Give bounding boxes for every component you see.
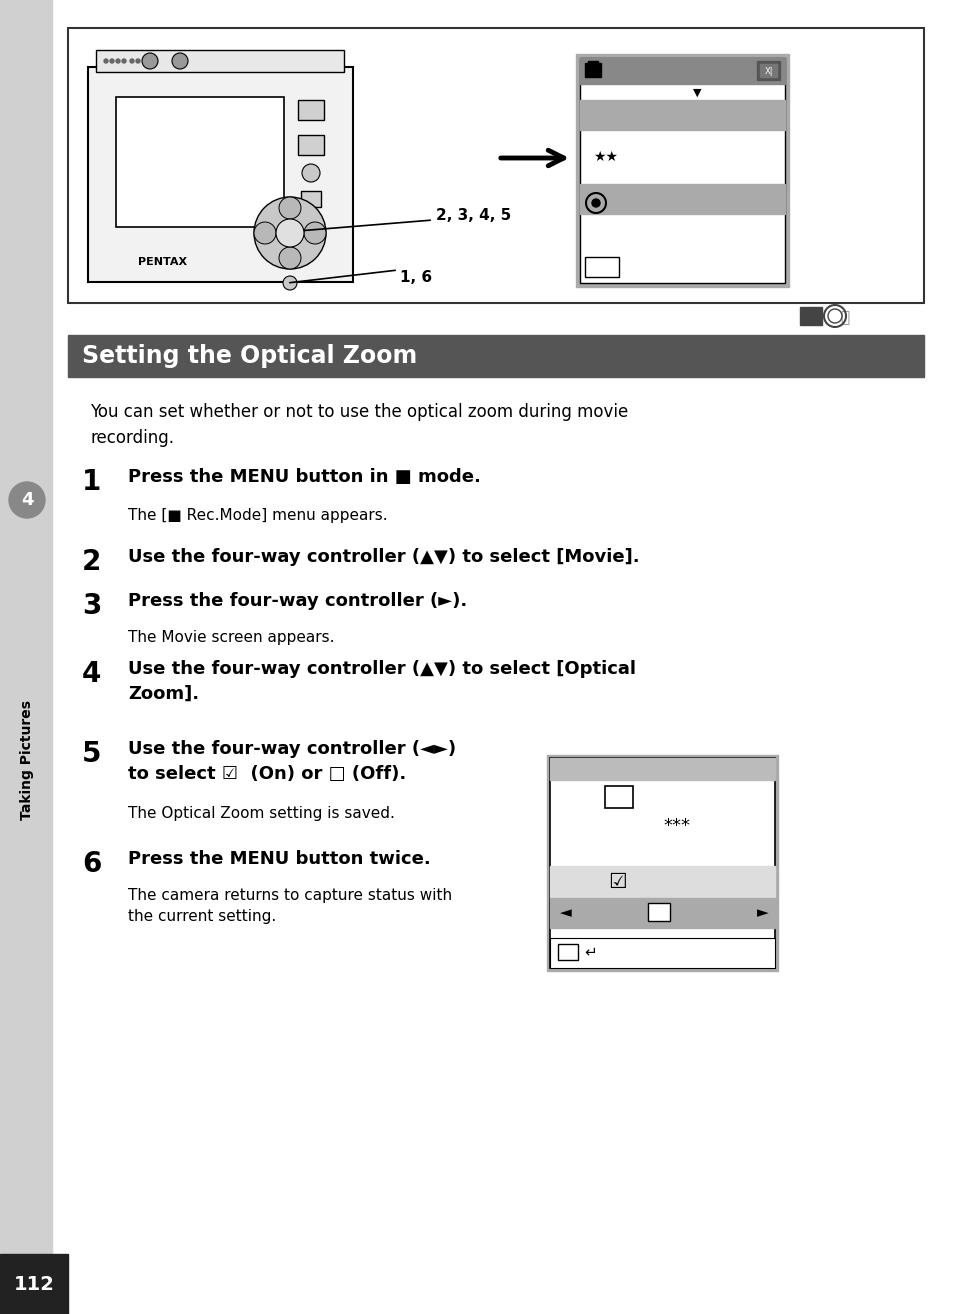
Text: Taking Pictures: Taking Pictures [20, 700, 34, 820]
Text: Use the four-way controller (◄►)
to select ☑  (On) or □ (Off).: Use the four-way controller (◄►) to sele… [128, 740, 456, 783]
Circle shape [136, 59, 140, 63]
Bar [96, 50, 344, 72]
Bar [550, 758, 774, 968]
Bar [604, 786, 633, 808]
Circle shape [278, 197, 301, 219]
Text: 4: 4 [82, 660, 101, 689]
Text: 1: 1 [82, 468, 101, 495]
Text: ►: ► [757, 905, 768, 921]
Text: The [■ Rec.Mode] menu appears.: The [■ Rec.Mode] menu appears. [128, 509, 387, 523]
Circle shape [130, 59, 133, 63]
Circle shape [253, 197, 326, 269]
Text: X|: X| [764, 67, 773, 75]
Text: ☑: ☑ [607, 872, 626, 892]
Text: 112: 112 [13, 1275, 54, 1293]
Text: Use the four-way controller (▲▼) to select [Optical
Zoom].: Use the four-way controller (▲▼) to sele… [128, 660, 636, 703]
Text: Press the MENU button in ■ mode.: Press the MENU button in ■ mode. [128, 468, 480, 486]
Text: The Optical Zoom setting is saved.: The Optical Zoom setting is saved. [128, 805, 395, 821]
Circle shape [172, 53, 188, 70]
Bar [760, 64, 776, 78]
Bar [116, 97, 284, 227]
Bar [576, 54, 788, 286]
Bar [584, 63, 600, 78]
Bar [301, 191, 320, 208]
Bar [579, 58, 784, 283]
Text: Press the four-way controller (►).: Press the four-way controller (►). [128, 593, 467, 610]
Bar [0, 0, 52, 1314]
Text: PENTAX: PENTAX [138, 258, 187, 267]
Bar [550, 897, 774, 928]
Bar [584, 258, 618, 277]
Circle shape [122, 59, 126, 63]
Text: ▼: ▼ [692, 88, 700, 99]
Text: 2: 2 [82, 548, 101, 576]
Circle shape [592, 198, 599, 208]
Text: The camera returns to capture status with
the current setting.: The camera returns to capture status wit… [128, 888, 452, 924]
Text: ⬜: ⬜ [840, 310, 848, 326]
Bar [579, 58, 784, 84]
Text: 3: 3 [82, 593, 101, 620]
Circle shape [302, 164, 319, 183]
Text: ◄: ◄ [559, 905, 571, 921]
Circle shape [142, 53, 158, 70]
Text: The Movie screen appears.: The Movie screen appears. [128, 629, 335, 645]
Bar [579, 100, 784, 130]
Text: 4: 4 [21, 491, 33, 509]
Text: 5: 5 [82, 740, 101, 767]
Circle shape [278, 247, 301, 269]
Circle shape [110, 59, 113, 63]
Bar [297, 100, 324, 120]
Bar [579, 184, 784, 214]
Bar [558, 943, 578, 961]
Text: You can set whether or not to use the optical zoom during movie
recording.: You can set whether or not to use the op… [90, 403, 628, 447]
Text: ⬛: ⬛ [807, 310, 817, 326]
Circle shape [253, 222, 275, 244]
Bar [587, 60, 598, 66]
Bar [68, 335, 923, 377]
Text: 1, 6: 1, 6 [399, 269, 432, 285]
Bar [800, 307, 821, 325]
Bar [647, 903, 669, 921]
Circle shape [275, 219, 304, 247]
Bar [550, 758, 774, 781]
Circle shape [304, 222, 326, 244]
Bar [550, 938, 774, 968]
Text: 2, 3, 4, 5: 2, 3, 4, 5 [436, 208, 511, 222]
Bar [0, 1254, 68, 1314]
Circle shape [104, 59, 108, 63]
Bar [88, 67, 353, 283]
Circle shape [116, 59, 120, 63]
Text: ★★: ★★ [593, 150, 618, 164]
Bar [546, 756, 778, 971]
Text: ***: *** [662, 817, 690, 834]
Text: ↵: ↵ [583, 945, 597, 959]
Bar [757, 60, 780, 80]
Bar [550, 866, 774, 897]
Bar [68, 28, 923, 304]
Text: 6: 6 [82, 850, 101, 878]
Bar [297, 135, 324, 155]
Circle shape [9, 482, 45, 518]
Text: Use the four-way controller (▲▼) to select [Movie].: Use the four-way controller (▲▼) to sele… [128, 548, 639, 566]
Text: Press the MENU button twice.: Press the MENU button twice. [128, 850, 431, 869]
Text: Setting the Optical Zoom: Setting the Optical Zoom [82, 344, 416, 368]
Circle shape [283, 276, 296, 290]
